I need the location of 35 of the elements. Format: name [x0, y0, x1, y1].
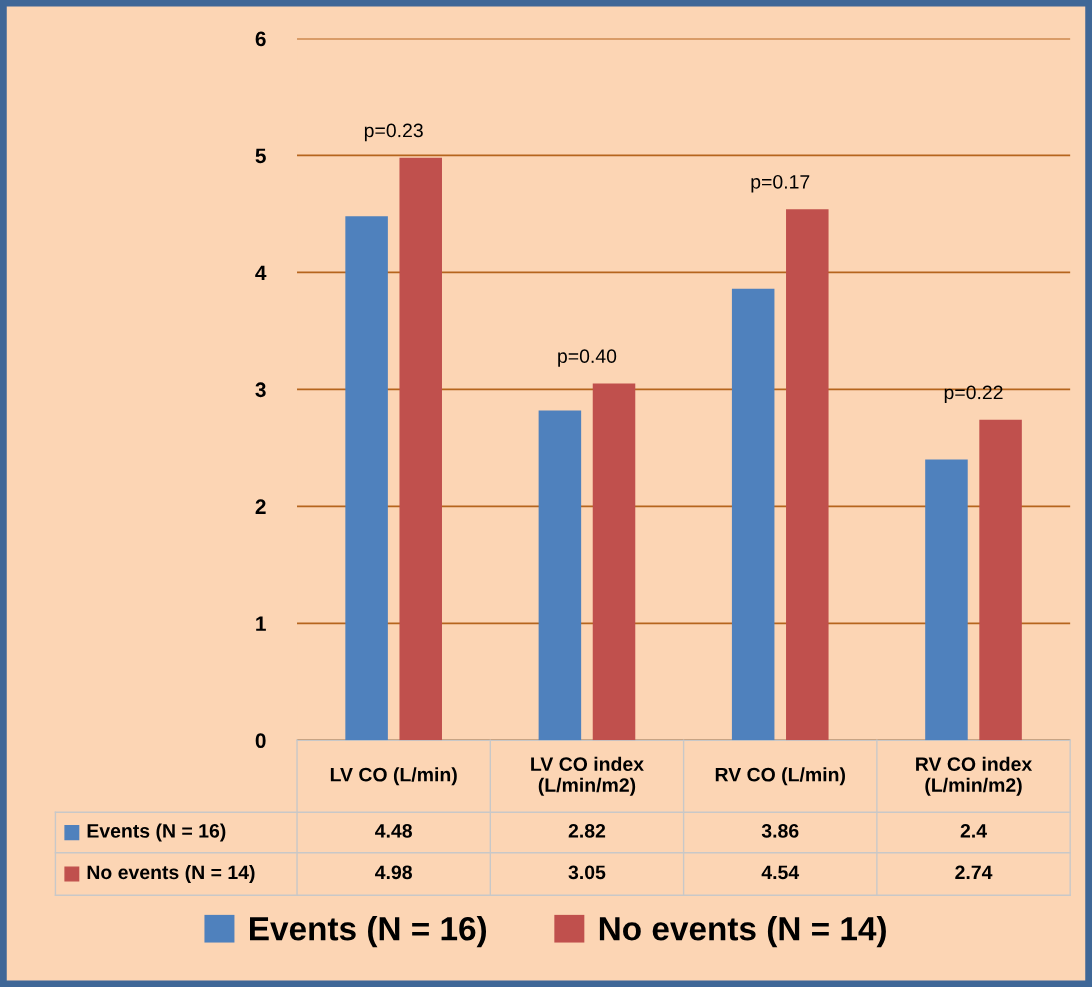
- bar: [399, 157, 442, 741]
- y-tick-label: 0: [255, 733, 266, 748]
- data-label: 4.54: [761, 865, 800, 880]
- annotation: p=0.23: [364, 123, 423, 142]
- y-tick-label: 6: [255, 31, 266, 47]
- annotation: p=0.17: [751, 174, 810, 193]
- x-tick-label: RV CO (L/min): [715, 767, 845, 786]
- bar: [592, 383, 636, 741]
- y-tick-label: 4: [255, 265, 267, 280]
- y-tick-label: 1: [256, 616, 266, 631]
- text: Events (N = 16): [250, 916, 487, 948]
- annotation: p=0.40: [558, 349, 617, 367]
- x-tick-label: LV CO (L/min): [330, 767, 457, 786]
- data-label: 4.98: [375, 865, 412, 880]
- data-label: 3.86: [761, 823, 799, 838]
- data-label: 2.82: [568, 823, 606, 838]
- annotation: p=0.22: [944, 385, 1003, 404]
- bar: [925, 459, 968, 741]
- legend-label: Events (N = 16): [87, 823, 226, 842]
- legend-label: No events (N = 14): [599, 916, 886, 948]
- y-tick-label: 2: [255, 499, 266, 514]
- x-tick-label: LV CO index (L/min/m2): [531, 756, 644, 796]
- data-label: 2.74: [955, 865, 993, 880]
- bar: [538, 410, 582, 741]
- data-label: 2.4: [960, 823, 987, 838]
- x-tick-label: RV CO index (L/min/m2): [916, 756, 1033, 796]
- text: No events (N = 14): [87, 864, 255, 884]
- y-tick-label: 5: [255, 148, 266, 164]
- bar: [731, 288, 775, 741]
- y-tick-label: 3: [255, 382, 266, 398]
- bar: [786, 209, 829, 741]
- data-label: 4.48: [375, 823, 412, 838]
- bar: [979, 419, 1022, 741]
- bar: [345, 216, 388, 741]
- data-label: 3.05: [568, 865, 606, 880]
